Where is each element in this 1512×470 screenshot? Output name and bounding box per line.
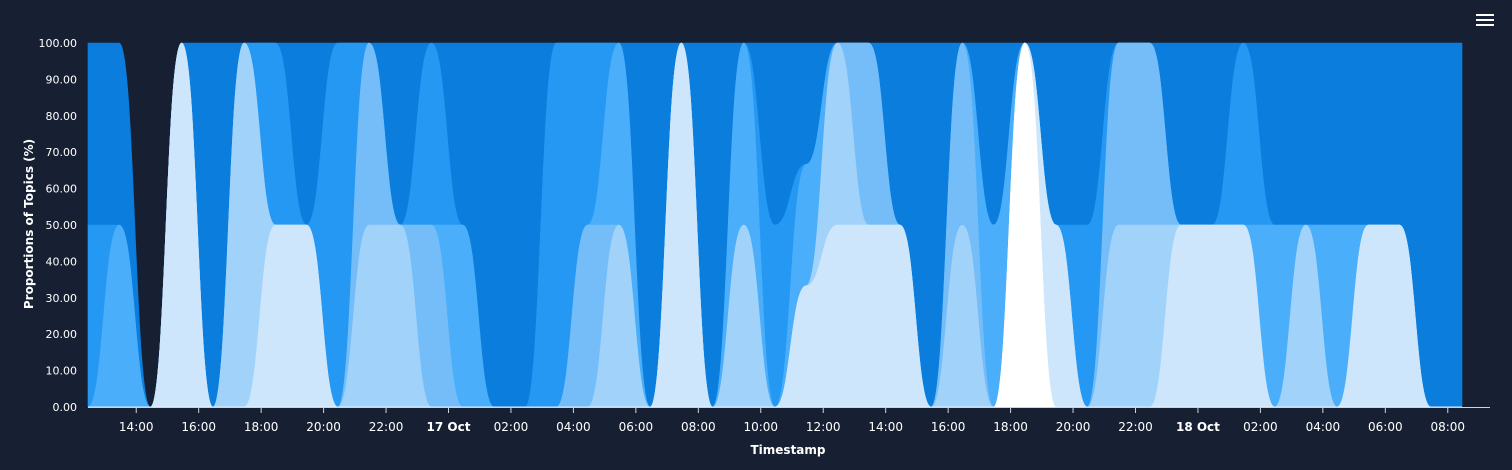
x-tick-label: 06:00 (619, 420, 654, 434)
x-tick-label: 12:00 (806, 420, 841, 434)
x-tick-label: 20:00 (1056, 420, 1091, 434)
x-axis-title: Timestamp (750, 443, 825, 457)
menu-bar (1476, 14, 1494, 16)
y-tick-label: 100.00 (39, 37, 78, 50)
x-tick-label: 02:00 (494, 420, 529, 434)
y-tick-label: 70.00 (46, 146, 78, 159)
y-tick-label: 90.00 (46, 73, 78, 86)
chart-menu-icon[interactable] (1476, 14, 1494, 32)
x-tick-label: 02:00 (1243, 420, 1278, 434)
y-tick-label: 60.00 (46, 183, 78, 196)
y-tick-label: 50.00 (46, 219, 78, 232)
x-tick-label: 14:00 (868, 420, 903, 434)
x-tick-label: 14:00 (119, 420, 154, 434)
x-tick-label: 04:00 (556, 420, 591, 434)
x-tick-label: 10:00 (743, 420, 778, 434)
x-tick-label: 16:00 (181, 420, 216, 434)
menu-bar (1476, 24, 1494, 26)
menu-bar (1476, 19, 1494, 21)
y-tick-label: 30.00 (46, 292, 78, 305)
x-tick-label: 17 Oct (427, 420, 471, 434)
x-tick-label: 04:00 (1306, 420, 1341, 434)
x-tick-label: 08:00 (1430, 420, 1465, 434)
series-layer (87, 42, 1463, 408)
x-tick-label: 18:00 (993, 420, 1028, 434)
y-tick-label: 40.00 (46, 255, 78, 268)
x-tick-label: 06:00 (1368, 420, 1403, 434)
axis-layer: 0.00 10.00 20.00 30.00 40.00 50.00 60.00 70.00 8… (39, 37, 1490, 434)
x-tick-label: 08:00 (681, 420, 716, 434)
x-tick-label: 18 Oct (1176, 420, 1220, 434)
x-tick-label: 18:00 (244, 420, 279, 434)
x-tick-label: 22:00 (369, 420, 404, 434)
x-tick-label: 16:00 (931, 420, 966, 434)
y-tick-label: 0.00 (53, 401, 78, 414)
y-tick-label: 20.00 (46, 328, 78, 341)
x-tick-label: 20:00 (306, 420, 341, 434)
y-tick-label: 10.00 (46, 365, 78, 378)
y-tick-label: 80.00 (46, 110, 78, 123)
y-axis-title: Proportions of Topics (%) (22, 139, 36, 309)
x-tick-label: 22:00 (1118, 420, 1153, 434)
